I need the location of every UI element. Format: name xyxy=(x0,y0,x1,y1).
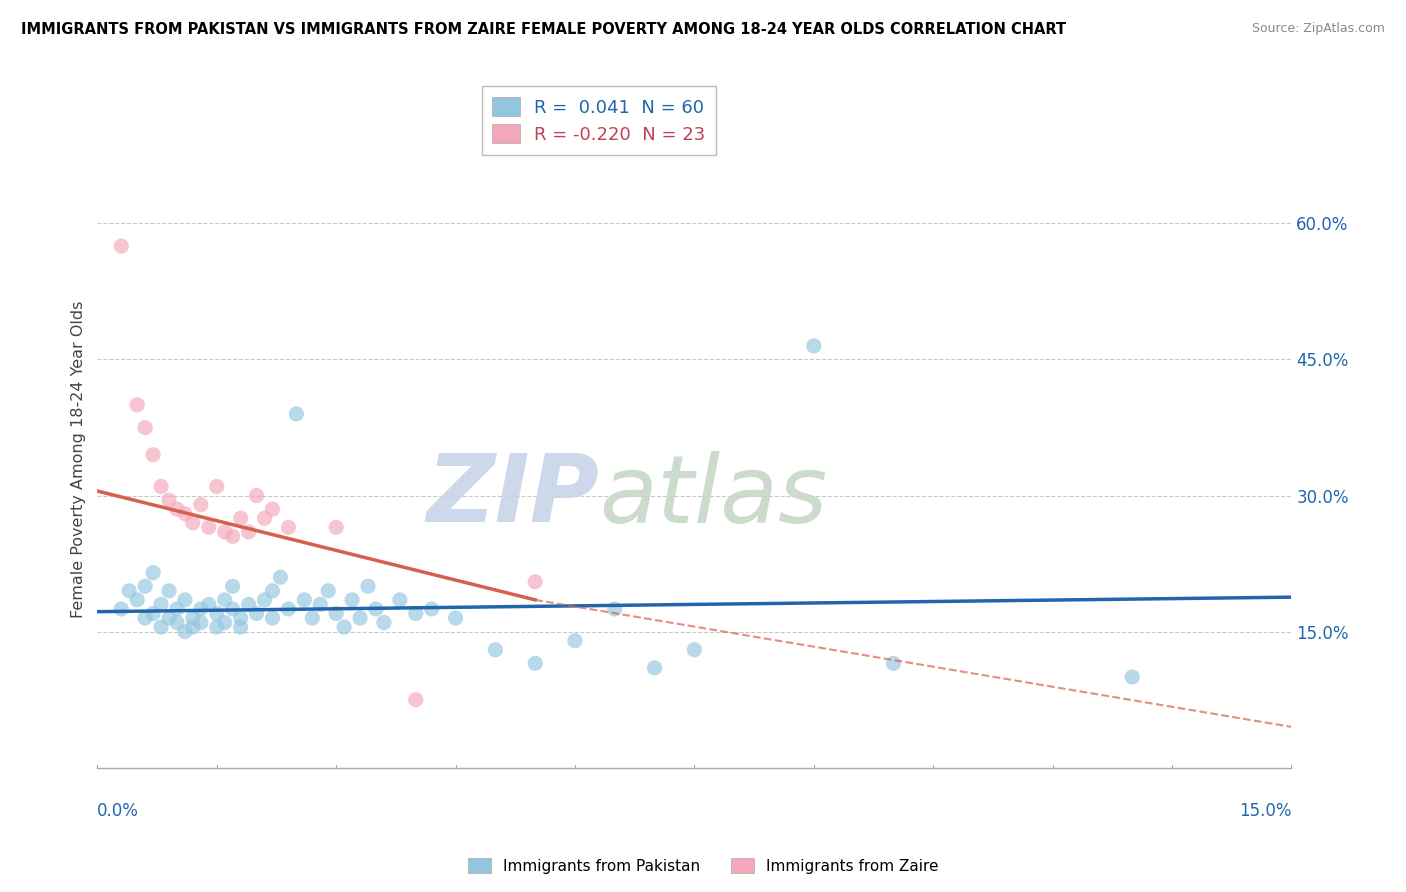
Point xyxy=(262,611,284,625)
Point xyxy=(142,607,165,621)
Point xyxy=(181,620,204,634)
Point xyxy=(405,607,427,621)
Text: ZIP: ZIP xyxy=(426,450,599,542)
Point xyxy=(333,620,356,634)
Point xyxy=(150,479,173,493)
Point xyxy=(166,502,188,516)
Point xyxy=(285,407,308,421)
Point xyxy=(190,602,212,616)
Point xyxy=(229,611,252,625)
Point xyxy=(301,611,323,625)
Point xyxy=(444,611,467,625)
Point xyxy=(253,511,276,525)
Point xyxy=(229,511,252,525)
Point xyxy=(205,620,228,634)
Point xyxy=(262,583,284,598)
Point xyxy=(110,239,132,253)
Point xyxy=(150,620,173,634)
Point xyxy=(405,692,427,706)
Point xyxy=(357,579,380,593)
Point xyxy=(221,602,243,616)
Point xyxy=(174,507,197,521)
Point xyxy=(238,524,260,539)
Point xyxy=(214,524,236,539)
Point xyxy=(882,657,904,671)
Point xyxy=(198,598,221,612)
Text: 0.0%: 0.0% xyxy=(97,802,139,820)
Point xyxy=(190,615,212,630)
Point xyxy=(309,598,332,612)
Point xyxy=(110,602,132,616)
Point xyxy=(245,607,267,621)
Point xyxy=(238,598,260,612)
Point xyxy=(325,607,347,621)
Point xyxy=(142,448,165,462)
Legend: Immigrants from Pakistan, Immigrants from Zaire: Immigrants from Pakistan, Immigrants fro… xyxy=(461,852,945,880)
Point xyxy=(373,615,395,630)
Text: atlas: atlas xyxy=(599,450,827,541)
Point xyxy=(174,593,197,607)
Y-axis label: Female Poverty Among 18-24 Year Olds: Female Poverty Among 18-24 Year Olds xyxy=(72,301,86,618)
Point xyxy=(127,398,149,412)
Point xyxy=(564,633,586,648)
Point xyxy=(134,579,156,593)
Point xyxy=(118,583,141,598)
Point xyxy=(181,611,204,625)
Point xyxy=(221,529,243,543)
Point xyxy=(134,420,156,434)
Point xyxy=(277,520,299,534)
Point xyxy=(683,642,706,657)
Point xyxy=(524,574,547,589)
Point xyxy=(1121,670,1143,684)
Point xyxy=(214,615,236,630)
Point xyxy=(269,570,291,584)
Point xyxy=(603,602,626,616)
Point xyxy=(166,602,188,616)
Point xyxy=(157,493,180,508)
Point xyxy=(229,620,252,634)
Point xyxy=(166,615,188,630)
Point xyxy=(181,516,204,530)
Point xyxy=(316,583,339,598)
Point xyxy=(174,624,197,639)
Text: 15.0%: 15.0% xyxy=(1239,802,1292,820)
Point xyxy=(524,657,547,671)
Point xyxy=(349,611,371,625)
Legend: R =  0.041  N = 60, R = -0.220  N = 23: R = 0.041 N = 60, R = -0.220 N = 23 xyxy=(482,86,716,154)
Text: Source: ZipAtlas.com: Source: ZipAtlas.com xyxy=(1251,22,1385,36)
Point xyxy=(157,583,180,598)
Point xyxy=(292,593,315,607)
Point xyxy=(325,520,347,534)
Point xyxy=(150,598,173,612)
Point xyxy=(484,642,506,657)
Point xyxy=(157,611,180,625)
Point xyxy=(340,593,363,607)
Point xyxy=(803,339,825,353)
Point xyxy=(221,579,243,593)
Point xyxy=(277,602,299,616)
Point xyxy=(644,661,666,675)
Point xyxy=(388,593,411,607)
Point xyxy=(245,489,267,503)
Point xyxy=(205,607,228,621)
Point xyxy=(364,602,387,616)
Point xyxy=(205,479,228,493)
Point xyxy=(262,502,284,516)
Text: IMMIGRANTS FROM PAKISTAN VS IMMIGRANTS FROM ZAIRE FEMALE POVERTY AMONG 18-24 YEA: IMMIGRANTS FROM PAKISTAN VS IMMIGRANTS F… xyxy=(21,22,1066,37)
Point xyxy=(134,611,156,625)
Point xyxy=(253,593,276,607)
Point xyxy=(420,602,443,616)
Point xyxy=(198,520,221,534)
Point xyxy=(190,498,212,512)
Point xyxy=(142,566,165,580)
Point xyxy=(127,593,149,607)
Point xyxy=(214,593,236,607)
